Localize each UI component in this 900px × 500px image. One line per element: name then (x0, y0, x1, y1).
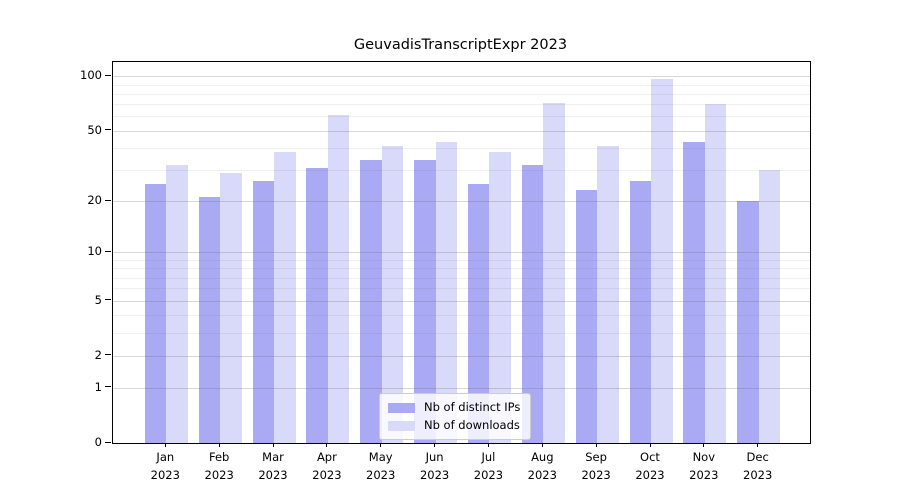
bar-distinct-ips (414, 160, 436, 443)
bar-distinct-ips (683, 142, 705, 443)
x-tick-mark (757, 443, 759, 447)
bar-distinct-ips (629, 181, 651, 443)
x-tick-label: Oct 2023 (635, 450, 665, 482)
y-tick-mark (105, 250, 111, 252)
chart-title: GeuvadisTranscriptExpr 2023 (353, 37, 568, 53)
x-tick-label: Apr 2023 (312, 450, 342, 482)
y-tick-mark (105, 129, 111, 130)
bars-layer (113, 62, 810, 443)
x-tick-mark (380, 443, 382, 447)
bar-distinct-ips (306, 167, 328, 443)
bar-downloads (651, 78, 673, 443)
bar-distinct-ips (360, 160, 382, 443)
x-tick-mark (487, 443, 489, 447)
bar-distinct-ips (198, 197, 221, 443)
bar-downloads (704, 104, 727, 443)
x-tick-label: Aug 2023 (527, 450, 557, 482)
x-tick-mark (649, 443, 651, 447)
bar-distinct-ips (575, 190, 598, 443)
bar-downloads (166, 165, 188, 443)
bar-distinct-ips (467, 184, 490, 443)
x-tick-label: Jul 2023 (473, 450, 504, 482)
x-tick-mark (541, 443, 543, 447)
y-tick-mark (105, 74, 111, 76)
x-tick-mark (326, 443, 328, 447)
bar-distinct-ips (737, 201, 759, 443)
x-tick-label: Dec 2023 (743, 450, 773, 482)
bar-downloads (543, 103, 565, 443)
x-tick-label: Nov 2023 (689, 450, 719, 482)
y-tick-mark (105, 354, 111, 356)
x-tick-mark (595, 443, 597, 447)
bar-downloads (758, 170, 781, 443)
bar-distinct-ips (252, 181, 274, 443)
bar-downloads (489, 151, 511, 443)
bar-downloads (435, 142, 458, 443)
legend-label-distinct-ips: Nb of distinct IPs (424, 400, 521, 414)
legend: Nb of distinct IPs Nb of downloads (379, 393, 532, 440)
bar-downloads (381, 145, 404, 443)
bar-downloads (327, 115, 350, 443)
bar-distinct-ips (144, 184, 167, 443)
legend-item-downloads: Nb of downloads (388, 418, 520, 433)
y-tick-label: 100 (80, 68, 102, 83)
x-tick-label: Feb 2023 (204, 450, 234, 482)
y-tick-mark (105, 441, 111, 443)
bar-downloads (274, 151, 296, 443)
x-tick-label: Mar 2023 (258, 450, 288, 482)
x-tick-mark (218, 443, 220, 447)
y-tick-label: 10 (87, 244, 102, 259)
x-tick-mark (164, 443, 166, 447)
bar-downloads (597, 145, 619, 443)
legend-item-distinct-ips: Nb of distinct IPs (388, 400, 520, 415)
y-tick-mark (105, 299, 111, 301)
x-tick-label: Jan 2023 (150, 450, 180, 482)
y-tick-label: 20 (87, 193, 102, 207)
x-tick-mark (272, 443, 274, 447)
legend-swatch-downloads (388, 420, 415, 431)
bar-downloads (220, 172, 242, 443)
x-tick-mark (703, 443, 705, 447)
legend-label-downloads: Nb of downloads (424, 418, 520, 432)
y-tick-label: 5 (94, 292, 102, 307)
y-tick-label: 2 (94, 347, 102, 362)
x-tick-mark (434, 443, 436, 447)
y-tick-mark (105, 199, 111, 201)
x-tick-label: May 2023 (366, 450, 396, 482)
x-tick-label: Sep 2023 (581, 450, 611, 482)
bar-distinct-ips (521, 165, 544, 443)
y-tick-mark (105, 386, 111, 388)
y-tick-label: 50 (87, 122, 102, 137)
plot-area: Nb of distinct IPs Nb of downloads (112, 61, 811, 444)
y-tick-label: 1 (94, 379, 102, 394)
x-tick-label: Jun 2023 (419, 450, 450, 482)
legend-swatch-distinct-ips (388, 402, 415, 413)
y-tick-label: 0 (94, 435, 102, 449)
